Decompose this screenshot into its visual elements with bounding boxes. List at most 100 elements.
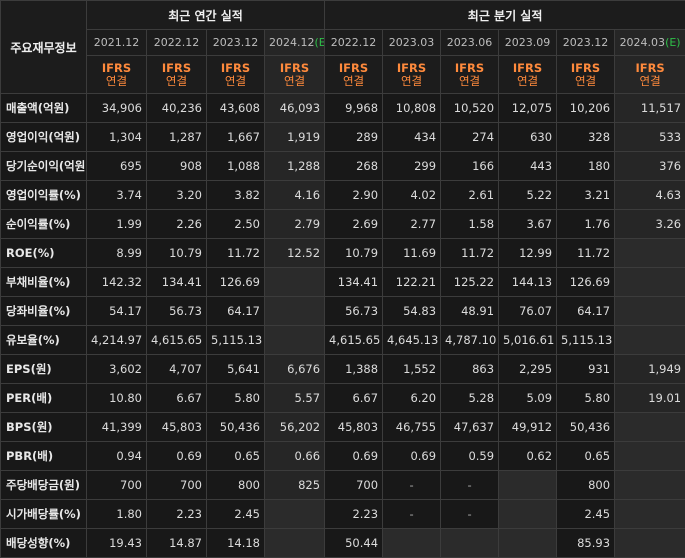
- table-cell: [440, 528, 500, 558]
- estimate-marker: (E): [314, 36, 324, 49]
- quarterly-group-header: 최근 분기 실적: [324, 0, 685, 30]
- table-cell: [263, 325, 326, 355]
- table-cell: 800: [556, 470, 616, 500]
- ifrs-label: IFRS: [338, 60, 369, 75]
- table-cell: 56.73: [146, 296, 207, 326]
- consolidated-label: 연결: [342, 73, 365, 88]
- table-cell: 5,016.61: [498, 325, 558, 355]
- table-cell: 1,388: [324, 354, 384, 384]
- annual-group-header: 최근 연간 실적: [85, 0, 326, 30]
- table-cell: 134.41: [146, 267, 207, 297]
- consolidated-label: 연결: [165, 73, 188, 88]
- table-cell: 4.16: [263, 180, 326, 210]
- table-cell: 3,602: [86, 354, 147, 384]
- table-cell: 4,214.97: [86, 325, 147, 355]
- table-cell: 2.77: [382, 209, 442, 239]
- ifrs-label: IFRS: [512, 60, 543, 75]
- row-label: PER(배): [0, 383, 87, 413]
- table-cell: 11.69: [382, 238, 442, 268]
- table-cell: 268: [324, 151, 384, 181]
- table-cell: 122.21: [382, 267, 442, 297]
- table-cell: 6.67: [324, 383, 384, 413]
- table-cell: 630: [498, 122, 558, 152]
- table-cell: 34,906: [86, 93, 147, 123]
- table-cell: 1.80: [86, 499, 147, 529]
- period-label: 2021.12: [93, 36, 140, 49]
- table-cell: [614, 441, 685, 471]
- ifrs-label: IFRS: [220, 60, 251, 75]
- table-cell: 54.83: [382, 296, 442, 326]
- table-cell: -: [440, 470, 500, 500]
- consolidated-label: 연결: [283, 73, 306, 88]
- table-cell: 47,637: [440, 412, 500, 442]
- table-cell: 1,088: [206, 151, 265, 181]
- table-cell: 126.69: [206, 267, 265, 297]
- table-cell: 1,667: [206, 122, 265, 152]
- period-label: 2022.12: [153, 36, 200, 49]
- table-cell: 328: [556, 122, 616, 152]
- table-cell: [498, 470, 558, 500]
- table-cell: 825: [263, 470, 326, 500]
- table-row: EPS(원) 3,602 4,707 5,641 6,676 1,388 1,552 863 2…: [0, 354, 685, 384]
- table-cell: 2.45: [556, 499, 616, 529]
- table-cell: 0.69: [324, 441, 384, 471]
- table-cell: [614, 412, 685, 442]
- table-cell: 2,295: [498, 354, 558, 384]
- table-cell: 40,236: [146, 93, 207, 123]
- table-cell: 0.65: [206, 441, 265, 471]
- table-cell: 126.69: [556, 267, 616, 297]
- row-label: 매출액(억원): [0, 93, 87, 123]
- table-cell: 908: [146, 151, 207, 181]
- table-cell: 10.79: [146, 238, 207, 268]
- table-cell: 1,304: [86, 122, 147, 152]
- accounting-standard-header: IFRS 연결: [324, 55, 384, 94]
- table-cell: [498, 499, 558, 529]
- table-cell: -: [382, 499, 442, 529]
- table-cell: 10,808: [382, 93, 442, 123]
- table-cell: 3.21: [556, 180, 616, 210]
- table-cell: 4,645.13: [382, 325, 442, 355]
- table-cell: 443: [498, 151, 558, 181]
- table-cell: 10,206: [556, 93, 616, 123]
- table-row: 당좌비율(%) 54.17 56.73 64.17 56.73 54.83 48.91 76.…: [0, 296, 685, 326]
- table-cell: 45,803: [324, 412, 384, 442]
- consolidated-label: 연결: [400, 73, 423, 88]
- table-cell: 2.45: [206, 499, 265, 529]
- table-cell: [498, 528, 558, 558]
- table-cell: 6.20: [382, 383, 442, 413]
- table-cell: 46,755: [382, 412, 442, 442]
- accounting-standard-header: IFRS 연결: [206, 55, 265, 94]
- table-row: 영업이익(억원) 1,304 1,287 1,667 1,919 289 434 274 630…: [0, 122, 685, 152]
- period-header: 2023.06: [440, 29, 500, 56]
- table-cell: 863: [440, 354, 500, 384]
- table-cell: 0.62: [498, 441, 558, 471]
- period-header: 2023.12: [556, 29, 616, 56]
- table-cell: 3.26: [614, 209, 685, 239]
- table-cell: 12.99: [498, 238, 558, 268]
- table-cell: 800: [206, 470, 265, 500]
- table-cell: 1,919: [263, 122, 326, 152]
- row-label: EPS(원): [0, 354, 87, 384]
- table-cell: 434: [382, 122, 442, 152]
- period-label: 2024.03: [619, 36, 666, 49]
- table-cell: 50,436: [556, 412, 616, 442]
- table-row: 부채비율(%) 142.32 134.41 126.69 134.41 122.21 125…: [0, 267, 685, 297]
- consolidated-label: 연결: [105, 73, 128, 88]
- table-cell: 2.23: [324, 499, 384, 529]
- accounting-standard-header: IFRS 연결: [382, 55, 442, 94]
- table-cell: 289: [324, 122, 384, 152]
- row-label: 당좌비율(%): [0, 296, 87, 326]
- table-cell: 11,517: [614, 93, 685, 123]
- table-cell: 0.69: [382, 441, 442, 471]
- table-row: 매출액(억원) 34,906 40,236 43,608 46,093 9,968 10,8…: [0, 93, 685, 123]
- table-cell: 299: [382, 151, 442, 181]
- table-row: PER(배) 10.80 6.67 5.80 5.57 6.67 6.20 5.28 5.09 5…: [0, 383, 685, 413]
- accounting-standard-header: IFRS 연결: [556, 55, 616, 94]
- table-cell: 695: [86, 151, 147, 181]
- row-label: 시가배당률(%): [0, 499, 87, 529]
- table-cell: 166: [440, 151, 500, 181]
- table-cell: 8.99: [86, 238, 147, 268]
- table-cell: 12.52: [263, 238, 326, 268]
- table-cell: 14.18: [206, 528, 265, 558]
